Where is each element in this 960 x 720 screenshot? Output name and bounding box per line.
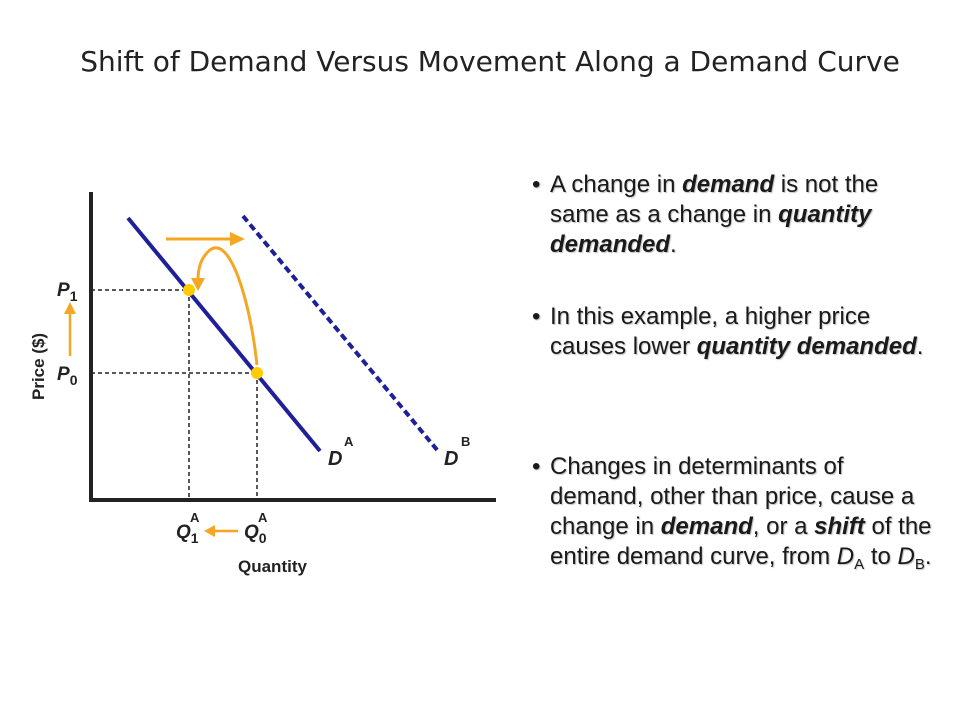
bullet-2-term-quantity-demanded: quantity demanded xyxy=(696,333,917,360)
bullet-example: In this example, a higher price causes l… xyxy=(520,302,940,362)
bullet-3-curve-b-subscript: B xyxy=(914,556,925,573)
point-q1-p1 xyxy=(183,284,195,296)
curve-label-db-superscript: B xyxy=(461,434,470,449)
bullet-3-text-1: Changes in determinants of demand, other… xyxy=(550,453,915,540)
x-axis-label: Quantity xyxy=(238,557,307,576)
bullet-2-period: . xyxy=(916,333,924,360)
shift-arrow-head xyxy=(230,232,245,246)
bullet-3-text-4: to xyxy=(864,543,898,570)
bullet-3-text-2: , or a xyxy=(752,513,815,540)
bullet-3-text-3: of the entire demand curve, from xyxy=(550,513,932,570)
demand-curve-b xyxy=(241,214,440,453)
q1-label: Q1 xyxy=(176,522,199,546)
bullet-3-curve-d: D xyxy=(836,543,855,570)
demand-diagram: Price ($) P1 P0 Q1 A Q0 A Quantity D A D… xyxy=(29,192,496,576)
movement-arrow-head xyxy=(191,278,205,291)
q0-label: Q0 xyxy=(244,522,267,546)
p0-label: P0 xyxy=(57,364,78,388)
curve-label-da-superscript: A xyxy=(344,434,354,449)
demand-curve-a xyxy=(126,216,322,453)
bullet-1-text-2: is not the same as a change in xyxy=(550,171,879,228)
y-axis-label: Price ($) xyxy=(29,333,48,400)
curve-label-db: D xyxy=(444,448,458,470)
slide-title: Shift of Demand Versus Movement Along a … xyxy=(80,45,900,78)
p1-label: P1 xyxy=(57,280,78,304)
curve-label-da: D xyxy=(328,448,342,470)
bullet-2-text: In this example, a higher price causes l… xyxy=(550,303,871,360)
q1-label-superscript: A xyxy=(190,510,200,525)
bullet-demand-vs-quantity: A change in demand is not the same as a … xyxy=(520,170,940,260)
point-q0-p0 xyxy=(251,367,263,379)
q0-label-superscript: A xyxy=(258,510,268,525)
bullet-3-term-demand: demand xyxy=(660,513,753,540)
bullet-1-term-demand: demand xyxy=(682,171,775,198)
bullet-3-curve-d-2: D xyxy=(897,543,915,570)
quantity-left-arrow-head xyxy=(204,525,215,537)
bullet-3-period: . xyxy=(924,543,932,570)
bullet-shift: Changes in determinants of demand, other… xyxy=(520,452,940,572)
movement-arrow xyxy=(196,246,259,366)
bullet-1-text-1: A change in xyxy=(550,171,683,198)
bullet-3-term-shift: shift xyxy=(814,513,865,540)
bullet-1-period: . xyxy=(670,231,677,258)
bullet-3-curve-a-subscript: A xyxy=(854,556,865,573)
price-up-arrow-head xyxy=(64,302,76,314)
bullet-1-term-quantity-demanded: quantity demanded xyxy=(550,201,872,258)
